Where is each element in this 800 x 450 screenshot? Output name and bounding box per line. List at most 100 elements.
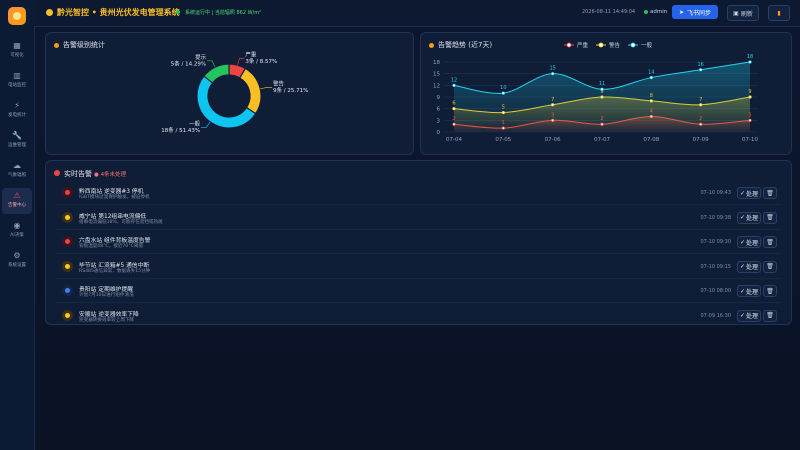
nav-label: 电站监控: [8, 83, 26, 88]
level-dot: [65, 312, 70, 318]
slice-name: 提示: [195, 53, 207, 61]
alert-title: 安顺站 逆变器效率下降: [79, 311, 139, 318]
alert-row[interactable]: 毕节站 汇流箱#5 通信中断 RS485通信异常，数据丢失15分钟 07-10 09…: [56, 256, 781, 279]
delete-button[interactable]: 🗑: [763, 260, 777, 273]
slice-label: 3条 / 8.57%: [245, 57, 277, 65]
leader-line: [207, 60, 216, 68]
alert-dot: [54, 170, 60, 176]
badge-dot: ●: [94, 172, 101, 178]
x-tick-label: 07-09: [693, 137, 709, 143]
logo[interactable]: [8, 7, 26, 25]
nav-label: 气象辐照: [8, 173, 26, 178]
alert-detail: 组串电流偏低18%，可能存在遮挡或热斑: [79, 219, 163, 225]
delete-button[interactable]: 🗑: [763, 309, 777, 322]
nav-item[interactable]: ⚡ 发电统计: [0, 98, 34, 124]
leader-line: [237, 58, 245, 66]
check-icon: ✓: [739, 238, 745, 246]
badge-text: 4条未处理: [100, 172, 127, 178]
slice-label: 9条 / 25.71%: [273, 86, 308, 94]
alert-time: 07-10 09:15: [700, 263, 731, 270]
data-point: [501, 91, 505, 95]
handle-label: 处理: [746, 215, 759, 222]
nav-item[interactable]: 🔧 运维管理: [0, 128, 34, 154]
nav-icon: ⚡: [14, 101, 20, 110]
handle-label: 处理: [746, 313, 759, 320]
leader-line: [201, 121, 211, 128]
alert-row[interactable]: 贵阳站 定期维护提醒 计划7月10日进行组件清洗 07-10 08:00 ✓ 处理 🗑: [56, 280, 781, 303]
alert-title: 威宁站 第12组串电流偏低: [79, 213, 147, 220]
delete-button[interactable]: 🗑: [763, 211, 777, 224]
nav-icon: 🔧: [12, 131, 22, 140]
level-icon: [62, 211, 73, 223]
data-point: [649, 75, 653, 80]
slice-name: 警告: [273, 79, 285, 87]
delete-button[interactable]: 🗑: [763, 285, 777, 297]
level-icon: [62, 187, 73, 198]
check-icon: ✓: [739, 312, 745, 319]
level-icon: [62, 309, 73, 321]
handle-button[interactable]: ✓ 处理: [737, 211, 761, 224]
level-dot: [65, 190, 70, 195]
unhandled-badge: ● 4条未处理: [94, 170, 126, 178]
nav-item[interactable]: ▥ 电站监控: [0, 68, 34, 94]
series-area: [454, 62, 750, 132]
alert-detail: 逆变器转换效率较上周下降: [79, 317, 135, 323]
level-dot: [65, 263, 70, 269]
nav-label: 告警中心: [8, 203, 26, 208]
data-label: 12: [451, 77, 457, 83]
alert-row[interactable]: 安顺站 逆变器效率下降 逆变器转换效率较上周下降 07-09 16:30 ✓ 处理 🗑: [56, 305, 781, 325]
legend-label: 一般: [641, 41, 653, 49]
slice-name: 一般: [189, 120, 201, 128]
refresh-icon: ▣: [733, 9, 739, 17]
level-dot: [65, 239, 70, 244]
nav-label: 发电统计: [8, 113, 26, 118]
nav-icon: ◉: [13, 221, 21, 230]
refresh-button[interactable]: ▣ 刷新: [727, 5, 759, 21]
handle-button[interactable]: ✓ 处理: [737, 309, 761, 322]
level-icon: [62, 285, 73, 296]
delete-button[interactable]: 🗑: [763, 236, 777, 248]
alert-row[interactable]: 黔西南站 逆变器#3 停机 IGBT模块过温保护触发，被迫停机 07-10 09:4…: [56, 182, 781, 205]
handle-button[interactable]: ✓ 处理: [737, 260, 761, 273]
handle-label: 处理: [746, 288, 759, 296]
nav-label: 可视化: [10, 53, 24, 58]
level-icon: [62, 236, 73, 247]
sync-button[interactable]: ➤ 飞书同步: [672, 5, 718, 19]
data-point: [600, 87, 604, 91]
alert-row[interactable]: 威宁站 第12组串电流偏低 组串电流偏低18%，可能存在遮挡或热斑 07-10 09…: [56, 207, 781, 230]
nav-item[interactable]: ☁ 气象辐照: [0, 158, 34, 184]
alert-title: 六盘水站 组件背板温度告警: [79, 238, 151, 244]
nav-icon: ☁: [13, 161, 21, 170]
data-point: [452, 83, 456, 87]
panel-title: 告警趋势 (近7天): [429, 40, 492, 50]
nav-item[interactable]: ▦ 可视化: [0, 38, 34, 64]
alert-title: 黔西南站 逆变器#3 停机: [79, 189, 144, 195]
panel-title: 告警级别统计: [54, 40, 105, 50]
nav-label: AI决策: [10, 233, 24, 238]
nav-item[interactable]: ⚙ 系统设置: [0, 248, 34, 274]
handle-button[interactable]: ✓ 处理: [737, 285, 761, 297]
legend-marker: [566, 42, 572, 48]
data-label: 15: [549, 66, 555, 72]
handle-label: 处理: [746, 264, 759, 271]
alert-row[interactable]: 六盘水站 组件背板温度告警 背板温度68°C，接近70°C阈值 07-10 09:3…: [56, 231, 781, 254]
level-dot: [65, 288, 70, 293]
menu-button[interactable]: ▮: [768, 5, 790, 21]
send-icon: ➤: [678, 8, 684, 16]
nav-item[interactable]: ⚠ 告警中心: [2, 188, 32, 214]
handle-button[interactable]: ✓ 处理: [737, 236, 761, 248]
delete-button[interactable]: 🗑: [763, 187, 777, 199]
level-icon: [62, 260, 73, 272]
level-dot: [65, 214, 70, 220]
legend-label: 严重: [577, 41, 589, 49]
header: 黔光智控 • 贵州光伏发电管理系统 系统运行中 | 当前辐照 862 W/m² …: [34, 0, 800, 27]
nav-item[interactable]: ◉ AI决策: [0, 218, 34, 244]
nav-icon: ▦: [13, 41, 21, 50]
alert-time: 07-10 09:43: [700, 190, 731, 196]
status-dot: [176, 10, 180, 14]
handle-button[interactable]: ✓ 处理: [737, 187, 761, 199]
legend-marker: [598, 42, 604, 48]
sync-label: 飞书同步: [687, 9, 712, 17]
x-tick-label: 07-10: [742, 137, 758, 143]
